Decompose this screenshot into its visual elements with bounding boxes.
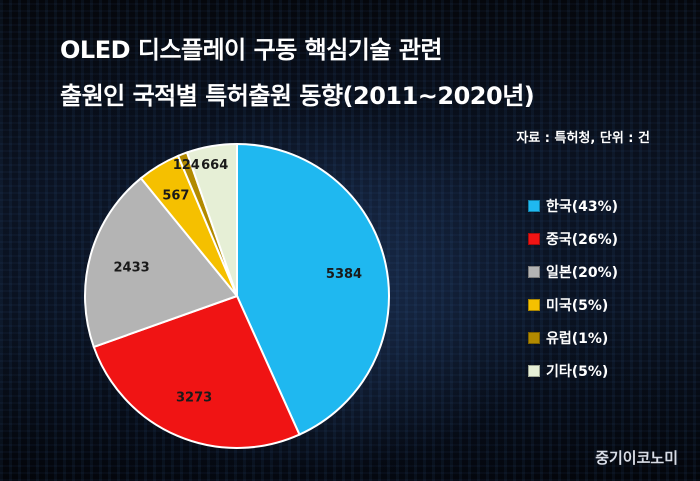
legend-label-1: 중국(26%) (546, 231, 619, 248)
legend-label-5: 기타(5%) (546, 363, 609, 380)
chart-title-line2: 출원인 국적별 특허출원 동향(2011~2020년) (60, 82, 535, 110)
legend-label-3: 미국(5%) (546, 297, 609, 314)
legend-item-5: 기타(5%) (528, 363, 618, 380)
legend-swatch-0 (528, 199, 540, 212)
legend-item-0: 한국(43%) (528, 198, 619, 215)
publisher-credit: 중기이코노미 (595, 449, 678, 467)
legend-item-4: 유럽(1%) (528, 330, 618, 347)
data-label-1: 3273 (176, 391, 212, 406)
source-note: 자료 : 특허청, 단위 : 건 (516, 131, 650, 146)
pie-slice-0 (236, 142, 390, 436)
pie-slice-5 (185, 142, 238, 297)
data-label-2: 2433 (114, 261, 150, 276)
data-label-0: 5384 (326, 267, 362, 282)
legend-swatch-1 (528, 232, 540, 245)
data-label-5: 664 (201, 158, 228, 173)
pie-slice-1 (92, 294, 301, 449)
data-label-3: 567 (162, 188, 189, 203)
pie-slice-2 (84, 176, 239, 349)
legend-swatch-3 (528, 298, 540, 311)
legend-label-2: 일본(20%) (546, 264, 619, 281)
chart-title-line1: OLED 디스플레이 구동 핵심기술 관련 (60, 36, 442, 64)
legend-swatch-4 (528, 331, 540, 344)
data-label-4: 124 (173, 158, 200, 173)
legend-label-0: 한국(43%) (546, 198, 619, 215)
legend-item-3: 미국(5%) (528, 297, 618, 314)
legend-swatch-2 (528, 265, 540, 278)
legend-item-1: 중국(26%) (528, 231, 619, 248)
legend-label-4: 유럽(1%) (546, 330, 609, 347)
chart-legend: 한국(43%) 중국(26%) 일본(20%) 미국(5%) 유럽(1%) 기타(5%) (528, 198, 618, 396)
legend-swatch-5 (528, 364, 540, 377)
legend-item-2: 일본(20%) (528, 264, 619, 281)
